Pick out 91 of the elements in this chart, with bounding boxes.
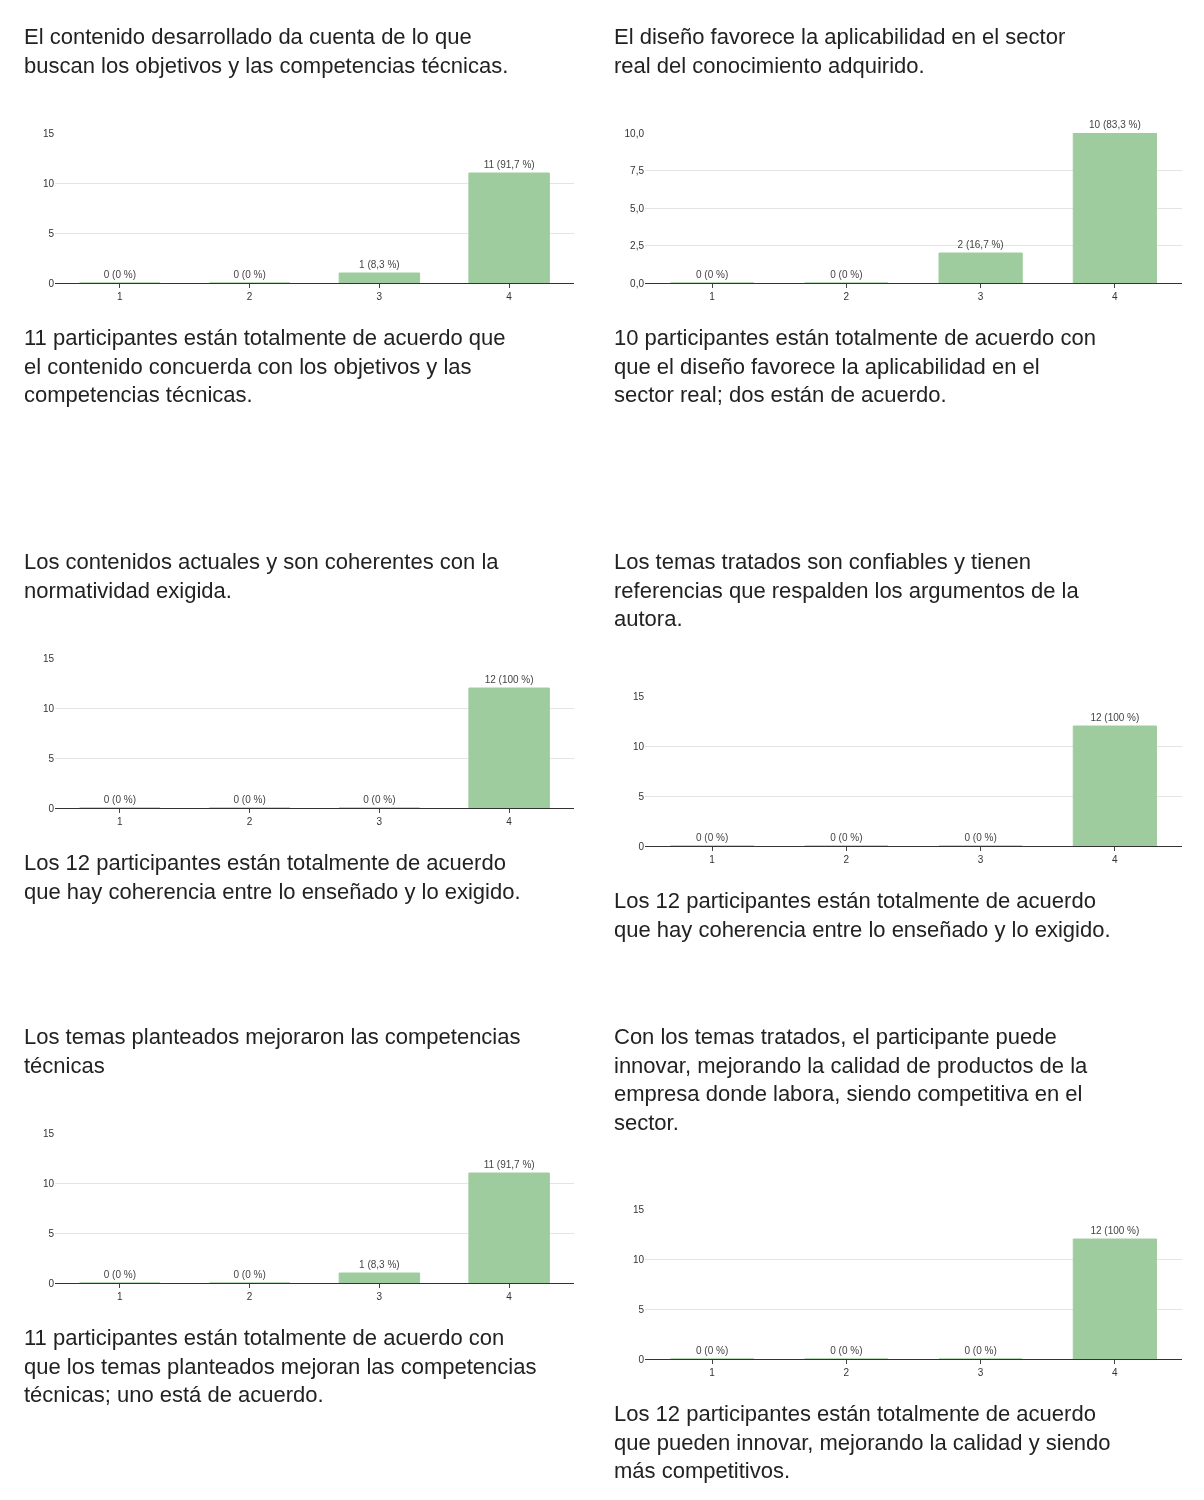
x-tick-label: 2 [246, 291, 253, 302]
chart-title: Con los temas tratados, el participante puede innovar, mejorando la calidad de productos de la empresa donde labora, siendo competitiva en el sector. [614, 1024, 1089, 1135]
bar [338, 1272, 421, 1283]
x-tick-label: 4 [506, 291, 513, 302]
x-tick-label: 3 [376, 1291, 383, 1302]
y-tick-label: 15 [42, 652, 55, 664]
x-tick-label: 4 [1112, 854, 1119, 865]
x-tick-label: 3 [977, 854, 984, 865]
text: Los 12 participantes están totalmente de acuerdo que hay coherencia entre lo enseñado y lo exigido. [24, 850, 521, 904]
x-tick-label: 1 [117, 1291, 124, 1302]
data-label: 0 (0 %) [696, 1345, 729, 1356]
y-tick-label: 0 [48, 277, 55, 289]
y-tick-label: 5,0 [630, 202, 645, 214]
data-label: 10 (83,3 %) [1089, 119, 1141, 130]
data-label: 0 (0 %) [103, 269, 136, 280]
x-tick-label: 2 [843, 291, 850, 302]
y-tick-label: 5 [48, 1227, 55, 1239]
data-label: 0 (0 %) [103, 794, 136, 805]
y-tick-label: 5 [48, 752, 55, 764]
chart-title: Los temas tratados son confiables y tienen referencias que respalden los argumentos de la autora. [614, 549, 1080, 632]
x-tick-label: 1 [709, 1367, 716, 1378]
y-tick-label: 10 [42, 702, 55, 714]
text: 10 participantes están totalmente de acuerdo con que el diseño favorece la aplicabilidad en el sector real; dos están de acuerdo. [614, 325, 1096, 408]
y-tick-label: 0 [48, 1277, 55, 1289]
y-tick-label: 15 [632, 690, 645, 702]
y-tick-label: 0 [638, 1353, 645, 1365]
x-tick-label: 4 [1112, 291, 1119, 302]
data-label: 0 (0 %) [363, 794, 396, 805]
x-tick-label: 4 [1112, 1367, 1119, 1378]
data-label: 2 (16,7 %) [957, 239, 1004, 250]
x-tick-label: 2 [843, 1367, 850, 1378]
y-tick-label: 0 [638, 840, 645, 852]
y-tick-label: 10 [42, 177, 55, 189]
y-tick-label: 15 [632, 1203, 645, 1215]
bar [468, 172, 550, 283]
x-tick-label: 4 [506, 816, 513, 827]
bar [338, 272, 421, 283]
data-label: 0 (0 %) [233, 269, 266, 280]
chart-title: Los temas planteados mejoraron las competencias técnicas [24, 1024, 521, 1078]
y-tick-label: 15 [42, 1127, 55, 1139]
text: Los 12 participantes están totalmente de acuerdo que hay coherencia entre lo enseñado y lo exigido. [614, 888, 1111, 942]
x-tick-label: 1 [709, 854, 716, 865]
x-tick-label: 2 [246, 816, 253, 827]
data-label: 0 (0 %) [103, 1269, 136, 1280]
x-tick-label: 1 [709, 291, 716, 302]
y-tick-label: 10,0 [624, 127, 645, 139]
y-tick-label: 5 [638, 1303, 645, 1315]
x-tick-label: 3 [977, 291, 984, 302]
data-label: 0 (0 %) [964, 832, 997, 843]
y-tick-label: 0,0 [630, 277, 645, 289]
chart-title: El contenido desarrollado da cuenta de lo que buscan los objetivos y las competencias técnicas. [24, 24, 509, 78]
y-tick-label: 5 [48, 227, 55, 239]
y-tick-label: 10 [632, 1253, 645, 1265]
y-tick-label: 2,5 [630, 240, 645, 251]
data-label: 0 (0 %) [830, 1345, 863, 1356]
x-tick-label: 1 [117, 291, 124, 302]
chart-title: Los contenidos actuales y son coherentes con la normatividad exigida. [24, 549, 500, 603]
x-tick-label: 2 [843, 854, 850, 865]
data-label: 0 (0 %) [830, 269, 863, 280]
chart-title: El diseño favorece la aplicabilidad en el sector real del conocimiento adquirido. [614, 24, 1066, 78]
x-tick-label: 2 [246, 1291, 253, 1302]
data-label: 0 (0 %) [696, 832, 729, 843]
text: 11 participantes están totalmente de acuerdo que el contenido concuerda con los objetivos y las competencias técnicas. [24, 325, 506, 408]
data-label: 0 (0 %) [233, 1269, 266, 1280]
data-label: 1 (8,3 %) [359, 1259, 400, 1270]
y-tick-label: 5 [638, 790, 645, 802]
bar [1072, 133, 1157, 283]
x-tick-label: 3 [977, 1367, 984, 1378]
data-label: 11 (91,7 %) [483, 1159, 535, 1170]
data-label: 11 (91,7 %) [483, 159, 535, 170]
bar [938, 252, 1023, 283]
data-label: 0 (0 %) [830, 832, 863, 843]
text: 11 participantes están totalmente de acuerdo con que los temas planteados mejoran las competencias técnicas; uno está de acuerdo. [24, 1325, 537, 1408]
y-tick-label: 15 [42, 127, 55, 139]
x-tick-label: 4 [506, 1291, 513, 1302]
x-tick-label: 1 [117, 816, 124, 827]
data-label: 0 (0 %) [233, 794, 266, 805]
y-tick-label: 10 [632, 740, 645, 752]
y-tick-label: 10 [42, 1177, 55, 1189]
bar [468, 1172, 550, 1283]
y-tick-label: 7,5 [630, 165, 645, 176]
x-tick-label: 3 [376, 816, 383, 827]
data-label: 1 (8,3 %) [359, 259, 400, 270]
y-tick-label: 0 [48, 802, 55, 814]
data-label: 12 (100 %) [1090, 1225, 1140, 1236]
text: Los 12 participantes están totalmente de acuerdo que pueden innovar, mejorando la calidad y siendo más competitivos. [614, 1401, 1111, 1484]
x-tick-label: 3 [376, 291, 383, 302]
data-label: 12 (100 %) [1090, 712, 1140, 723]
data-label: 12 (100 %) [484, 674, 534, 685]
data-label: 0 (0 %) [696, 269, 729, 280]
data-label: 0 (0 %) [964, 1345, 997, 1356]
